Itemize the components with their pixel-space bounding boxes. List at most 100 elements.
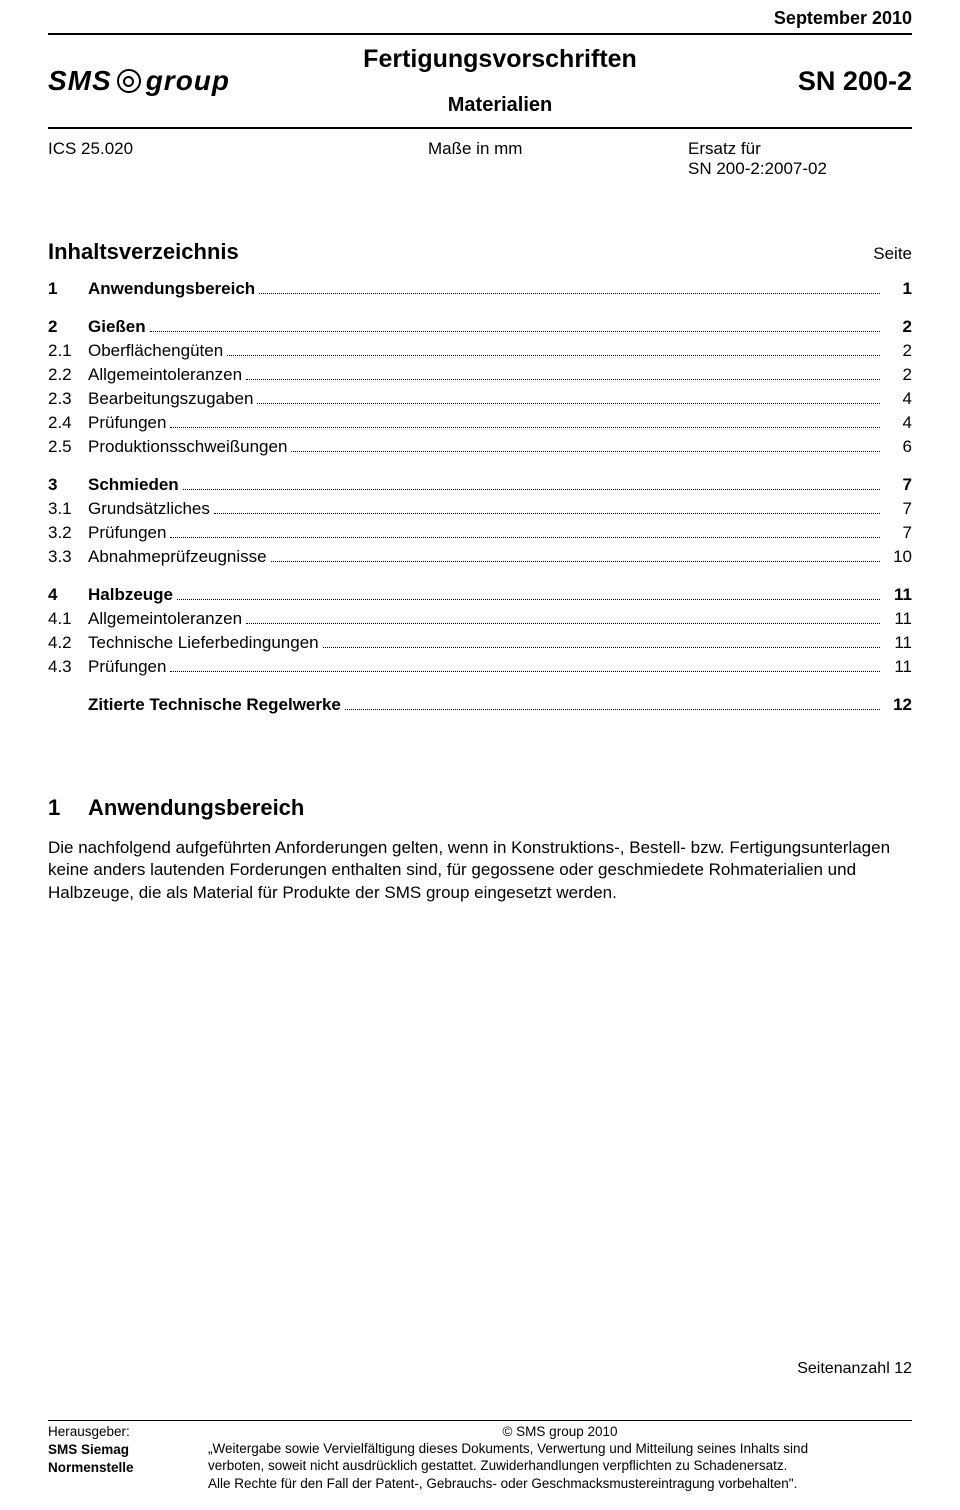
toc-line: 4.3Prüfungen 11	[48, 657, 912, 677]
toc-text: Allgemeintoleranzen	[88, 609, 242, 629]
toc-text: Technische Lieferbedingungen	[88, 633, 319, 653]
toc-gap	[48, 461, 912, 471]
toc-leader	[150, 324, 880, 333]
toc-leader	[183, 482, 880, 491]
toc-page: 7	[884, 475, 912, 495]
footer-issuer: Herausgeber: SMS Siemag Normenstelle	[48, 1423, 198, 1492]
toc-num: 2.4	[48, 413, 88, 433]
toc-header-row: Inhaltsverzeichnis Seite	[48, 239, 912, 265]
toc-page: 1	[884, 279, 912, 299]
header: SMS group Fertigungsvorschriften Materia…	[48, 35, 912, 123]
footer-legal-line2: verboten, soweit nicht ausdrücklich gest…	[208, 1457, 912, 1474]
document-page: September 2010 SMS group Fertigungsvorsc…	[0, 8, 960, 1510]
toc-page: 7	[884, 523, 912, 543]
toc-text: Halbzeuge	[88, 585, 173, 605]
section-1-title: Anwendungsbereich	[88, 795, 304, 821]
toc-num: 2.2	[48, 365, 88, 385]
toc-num: 4.1	[48, 609, 88, 629]
toc-text: Oberflächengüten	[88, 341, 223, 361]
toc-line: 2.1Oberflächengüten 2	[48, 341, 912, 361]
toc-page: 4	[884, 389, 912, 409]
footer-legal-line1: „Weitergabe sowie Vervielfältigung diese…	[208, 1440, 912, 1457]
logo-icon	[117, 69, 141, 93]
toc-page: 11	[884, 609, 912, 629]
toc-line: 4Halbzeuge11	[48, 585, 912, 605]
toc-gap	[48, 681, 912, 691]
logo: SMS group	[48, 65, 268, 97]
meta-ics: ICS 25.020	[48, 139, 428, 179]
section-1: 1 Anwendungsbereich Die nachfolgend aufg…	[48, 795, 912, 904]
toc-line: 2.2Allgemeintoleranzen2	[48, 365, 912, 385]
toc-line: 2.3Bearbeitungszugaben 4	[48, 389, 912, 409]
toc-num: 2.5	[48, 437, 88, 457]
section-1-number: 1	[48, 795, 88, 821]
logo-text-left: SMS	[48, 65, 112, 97]
toc-text: Bearbeitungszugaben	[88, 389, 253, 409]
toc-leader	[259, 286, 880, 295]
toc-leader	[170, 664, 880, 673]
toc-page: 11	[884, 657, 912, 677]
toc-line: 3Schmieden7	[48, 475, 912, 495]
toc-line: Zitierte Technische Regelwerke12	[48, 695, 912, 715]
toc-num: 4.3	[48, 657, 88, 677]
toc-text: Prüfungen	[88, 413, 166, 433]
toc-leader	[257, 396, 880, 405]
toc-num: 2.1	[48, 341, 88, 361]
toc-gap	[48, 571, 912, 581]
footer-legal: © SMS group 2010 „Weitergabe sowie Vervi…	[198, 1423, 912, 1492]
toc-num: 3	[48, 475, 88, 495]
meta-units: Maße in mm	[428, 139, 688, 179]
doc-number-block: SN 200-2	[732, 66, 912, 97]
issue-date: September 2010	[48, 8, 912, 29]
toc-text: Prüfungen	[88, 657, 166, 677]
title-main: Fertigungsvorschriften	[268, 45, 732, 74]
toc: Inhaltsverzeichnis Seite 1Anwendungsbere…	[48, 239, 912, 715]
footer-legal-line3: Alle Rechte für den Fall der Patent-, Ge…	[208, 1475, 912, 1492]
toc-line: 2Gießen2	[48, 317, 912, 337]
issuer-name: SMS Siemag	[48, 1441, 198, 1459]
title-sub: Materialien	[268, 94, 732, 117]
section-1-title-row: 1 Anwendungsbereich	[48, 795, 912, 821]
toc-page: 10	[884, 547, 912, 567]
toc-num: 2	[48, 317, 88, 337]
section-1-body: Die nachfolgend aufgeführten Anforderung…	[48, 837, 912, 904]
toc-leader	[177, 592, 880, 601]
toc-text: Grundsätzliches	[88, 499, 210, 519]
toc-line: 4.1Allgemeintoleranzen 11	[48, 609, 912, 629]
toc-leader	[271, 554, 880, 563]
issuer-label: Herausgeber:	[48, 1423, 198, 1441]
meta-replaces: Ersatz für SN 200-2:2007-02	[688, 139, 912, 179]
toc-num: 3.1	[48, 499, 88, 519]
toc-text: Anwendungsbereich	[88, 279, 255, 299]
footer-content: Herausgeber: SMS Siemag Normenstelle © S…	[48, 1421, 912, 1492]
toc-page: 11	[884, 633, 912, 653]
title-block: Fertigungsvorschriften Materialien	[268, 45, 732, 117]
logo-text-right: group	[146, 65, 230, 97]
toc-leader	[323, 640, 880, 649]
toc-line: 1Anwendungsbereich1	[48, 279, 912, 299]
footer-copyright: © SMS group 2010	[208, 1423, 912, 1440]
toc-page: 4	[884, 413, 912, 433]
toc-page: 7	[884, 499, 912, 519]
toc-page: 2	[884, 317, 912, 337]
toc-text: Zitierte Technische Regelwerke	[88, 695, 341, 715]
toc-heading: Inhaltsverzeichnis	[48, 239, 239, 265]
toc-line: 3.1Grundsätzliches 7	[48, 499, 912, 519]
toc-page: 2	[884, 341, 912, 361]
toc-text: Gießen	[88, 317, 146, 337]
toc-line: 2.4Prüfungen 4	[48, 413, 912, 433]
toc-num: 3.2	[48, 523, 88, 543]
toc-num: 1	[48, 279, 88, 299]
toc-num: 2.3	[48, 389, 88, 409]
toc-leader	[227, 348, 880, 357]
toc-text: Produktionsschweißungen	[88, 437, 287, 457]
meta-replaces-label: Ersatz für	[688, 139, 912, 159]
meta-replaces-value: SN 200-2:2007-02	[688, 159, 912, 179]
toc-text: Allgemeintoleranzen	[88, 365, 242, 385]
toc-page: 6	[884, 437, 912, 457]
toc-num: 4	[48, 585, 88, 605]
toc-leader	[170, 530, 880, 539]
toc-list: 1Anwendungsbereich12Gießen22.1Oberfläche…	[48, 279, 912, 715]
toc-leader	[246, 372, 880, 381]
meta-row: ICS 25.020 Maße in mm Ersatz für SN 200-…	[48, 139, 912, 179]
